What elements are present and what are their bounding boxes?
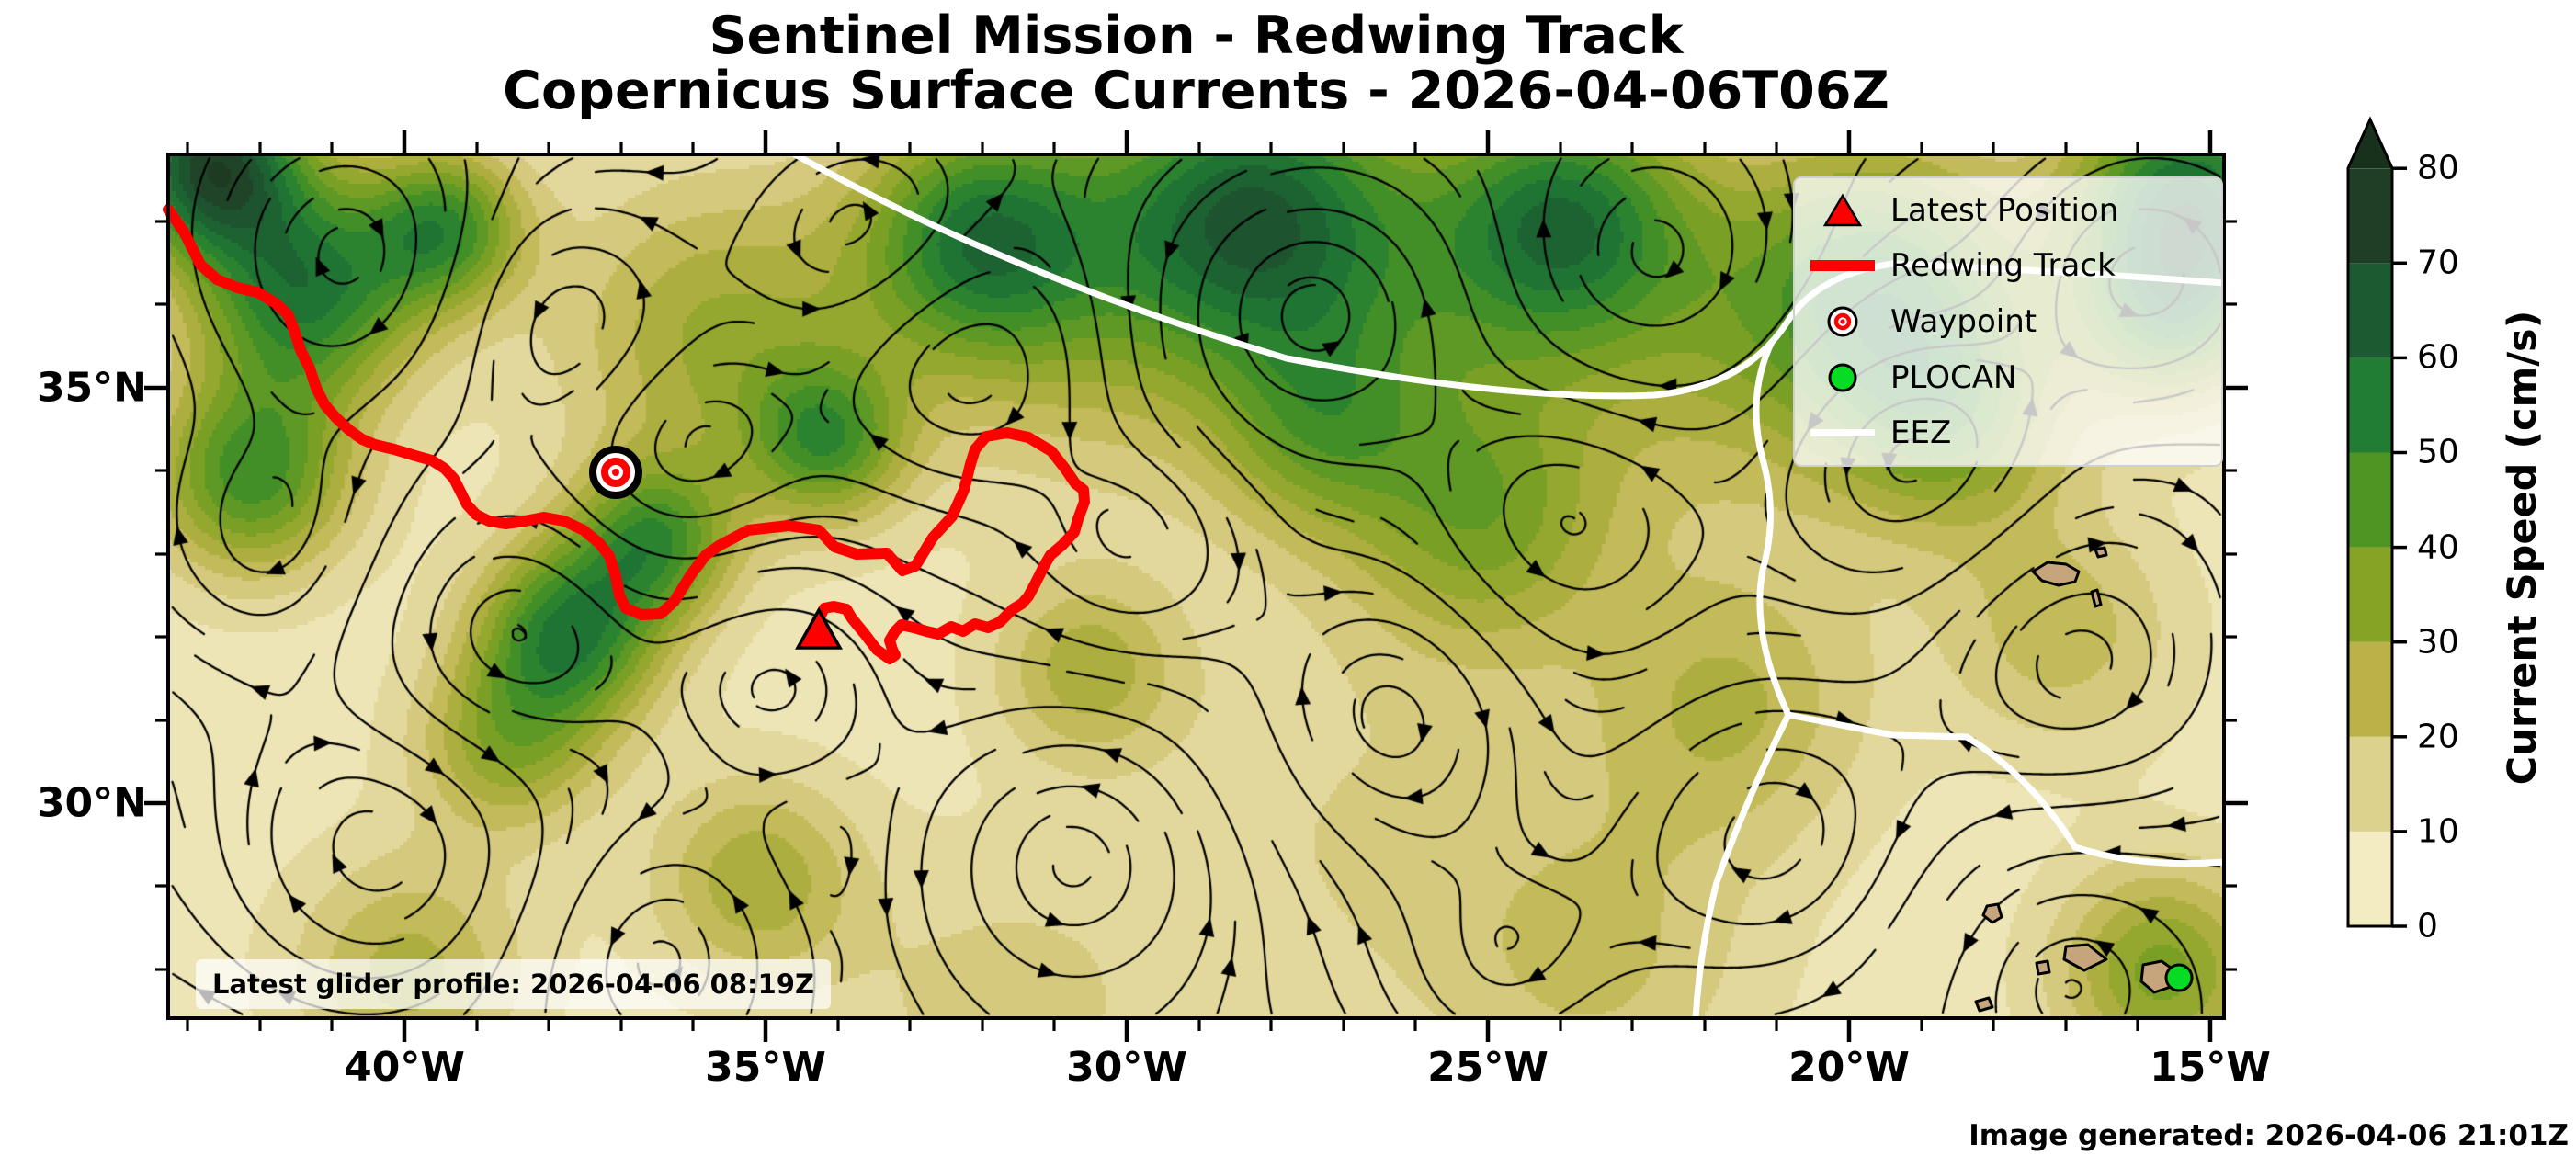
legend-label: Redwing Track [1890,247,2116,285]
legend-item-plocan: PLOCAN [1795,350,2221,405]
cb-tick-50: 50 [2417,433,2459,471]
legend-label: PLOCAN [1890,358,2017,396]
glider-profile-annotation: Latest glider profile: 2026-04-06 08:19Z [196,959,831,1009]
legend-item-redwing-track: Redwing Track [1795,238,2221,293]
cb-tick-40: 40 [2417,528,2459,567]
cb-tick-80: 80 [2417,149,2459,187]
colorbar-label: Current Speed (cm/s) [2500,310,2546,786]
cb-tick-10: 10 [2417,812,2459,851]
legend-item-latest-position: Latest Position [1795,183,2221,238]
y-tick-30n: 30°N [36,779,147,827]
legend-item-eez: EEZ [1795,405,2221,460]
x-tick-20w: 20°W [1788,1044,1910,1091]
legend-label: Waypoint [1890,302,2037,340]
x-tick-40w: 40°W [344,1044,465,1091]
title-line-1: Sentinel Mission - Redwing Track [709,6,1684,66]
white-line-icon [1795,427,1890,438]
cb-tick-60: 60 [2417,338,2459,377]
colorbar-ticks [2392,166,2407,928]
colorbar-outline [2346,116,2394,928]
x-tick-35w: 35°W [705,1044,826,1091]
legend-item-waypoint: Waypoint [1795,294,2221,349]
cb-tick-0: 0 [2417,907,2438,946]
waypoint-bullseye-icon [1795,303,1890,340]
cb-tick-30: 30 [2417,623,2459,662]
legend-label: EEZ [1890,414,1952,452]
cb-tick-20: 20 [2417,718,2459,756]
generated-timestamp: Image generated: 2026-04-06 21:01Z [1969,1119,2569,1152]
red-triangle-icon [1795,193,1890,228]
x-tick-15w: 15°W [2150,1044,2271,1091]
legend-label: Latest Position [1890,191,2119,229]
y-tick-35n: 35°N [36,364,147,412]
title-line-2: Copernicus Surface Currents - 2026-04-06… [503,61,1889,121]
colorbar-bands [2348,119,2392,926]
green-dot-icon [1795,359,1890,396]
x-tick-30w: 30°W [1066,1044,1187,1091]
cb-tick-70: 70 [2417,244,2459,282]
legend: Latest Position Redwing Track Waypoint P… [1793,176,2223,467]
red-track-line-icon [1795,258,1890,273]
x-tick-25w: 25°W [1427,1044,1549,1091]
